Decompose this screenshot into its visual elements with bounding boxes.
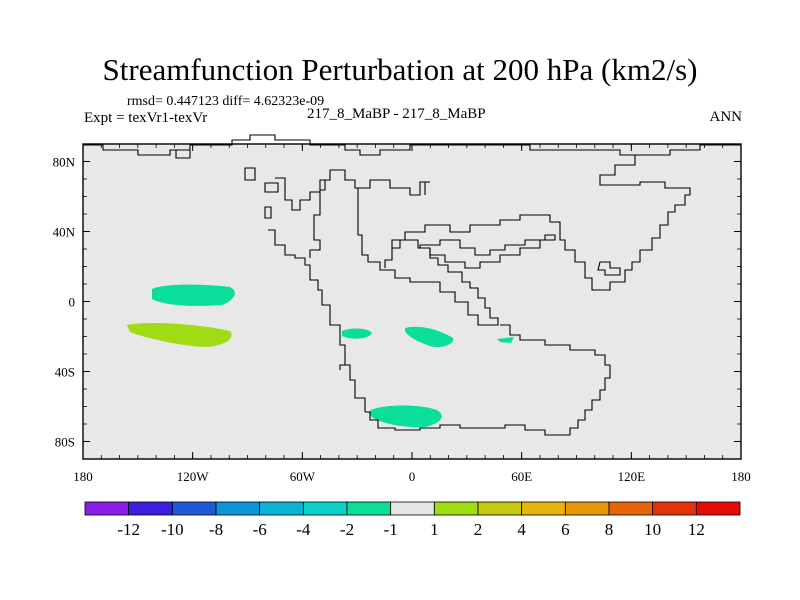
anomaly-region — [127, 322, 232, 347]
x-tick-label: 120W — [177, 469, 210, 484]
anomaly-region — [152, 284, 235, 306]
colorbar-swatch — [608, 501, 654, 516]
colorbar-label: 8 — [605, 520, 614, 539]
anomaly-region — [405, 326, 454, 348]
colorbar-label: 6 — [561, 520, 570, 539]
coastline — [320, 179, 330, 191]
colorbar-label: 12 — [688, 520, 705, 539]
anomaly-region — [369, 405, 442, 428]
x-tick-label: 60E — [511, 469, 532, 484]
coastline — [419, 234, 556, 269]
colorbar-swatch — [171, 501, 217, 516]
coastline — [264, 182, 279, 193]
x-tick-label: 120E — [618, 469, 646, 484]
y-tick-label: 40N — [53, 225, 76, 240]
case-label: 217_8_MaBP - 217_8_MaBP — [307, 106, 486, 122]
season-label: ANN — [709, 109, 743, 125]
coastline — [339, 364, 345, 370]
colorbar-swatch — [84, 501, 130, 516]
coastline — [175, 150, 191, 159]
y-tick-label: 80S — [55, 435, 75, 450]
colorbar-label: 2 — [474, 520, 483, 539]
coastline — [83, 134, 741, 156]
coastline — [365, 324, 611, 436]
colorbar-swatch — [346, 501, 392, 516]
coastline — [244, 167, 256, 181]
colorbar-swatch — [521, 501, 566, 516]
coastline — [424, 181, 430, 195]
coastline — [309, 192, 321, 258]
rmsd-stats: rmsd= 0.447123 diff= 4.62323e-09 — [127, 94, 325, 109]
coastline — [268, 229, 366, 412]
x-tick-label: 180 — [731, 469, 751, 484]
x-tick-label: 0 — [409, 469, 416, 484]
colorbar-label: -8 — [209, 520, 223, 539]
experiment-label: Expt = texVr1-texVr — [84, 110, 208, 126]
colorbar-label: -12 — [117, 520, 140, 539]
colorbar-label: -4 — [296, 520, 311, 539]
anomaly-region — [342, 328, 372, 339]
y-tick-label: 80N — [53, 155, 76, 170]
colorbar-swatch — [215, 501, 261, 516]
colorbar-swatch — [433, 501, 479, 516]
colorbar-swatch — [128, 501, 173, 516]
x-tick-label: 180 — [73, 469, 93, 484]
y-tick-label: 40S — [55, 365, 75, 380]
colorbar-label: 4 — [517, 520, 526, 539]
coastline — [391, 155, 691, 291]
colorbar-swatch — [652, 501, 697, 516]
colorbar-swatch — [390, 501, 435, 516]
colorbar-swatch — [259, 501, 304, 516]
coastline — [597, 261, 621, 276]
colorbar-label: 10 — [644, 520, 661, 539]
colorbar-label: -2 — [340, 520, 354, 539]
colorbar-swatch — [302, 501, 348, 516]
colorbar-label: 1 — [430, 520, 439, 539]
colorbar-swatch — [477, 501, 523, 516]
chart-title: Streamfunction Perturbation at 200 hPa (… — [102, 52, 698, 87]
colorbar-swatch — [695, 501, 741, 516]
colorbar-swatch — [564, 501, 610, 516]
coastline — [264, 206, 272, 219]
coastline — [275, 169, 430, 211]
colorbar-label: -10 — [161, 520, 184, 539]
x-tick-label: 60W — [290, 469, 316, 484]
colorbar-label: -6 — [253, 520, 267, 539]
y-tick-label: 0 — [69, 295, 76, 310]
anomaly-region — [497, 337, 514, 343]
colorbar-label: -1 — [384, 520, 398, 539]
